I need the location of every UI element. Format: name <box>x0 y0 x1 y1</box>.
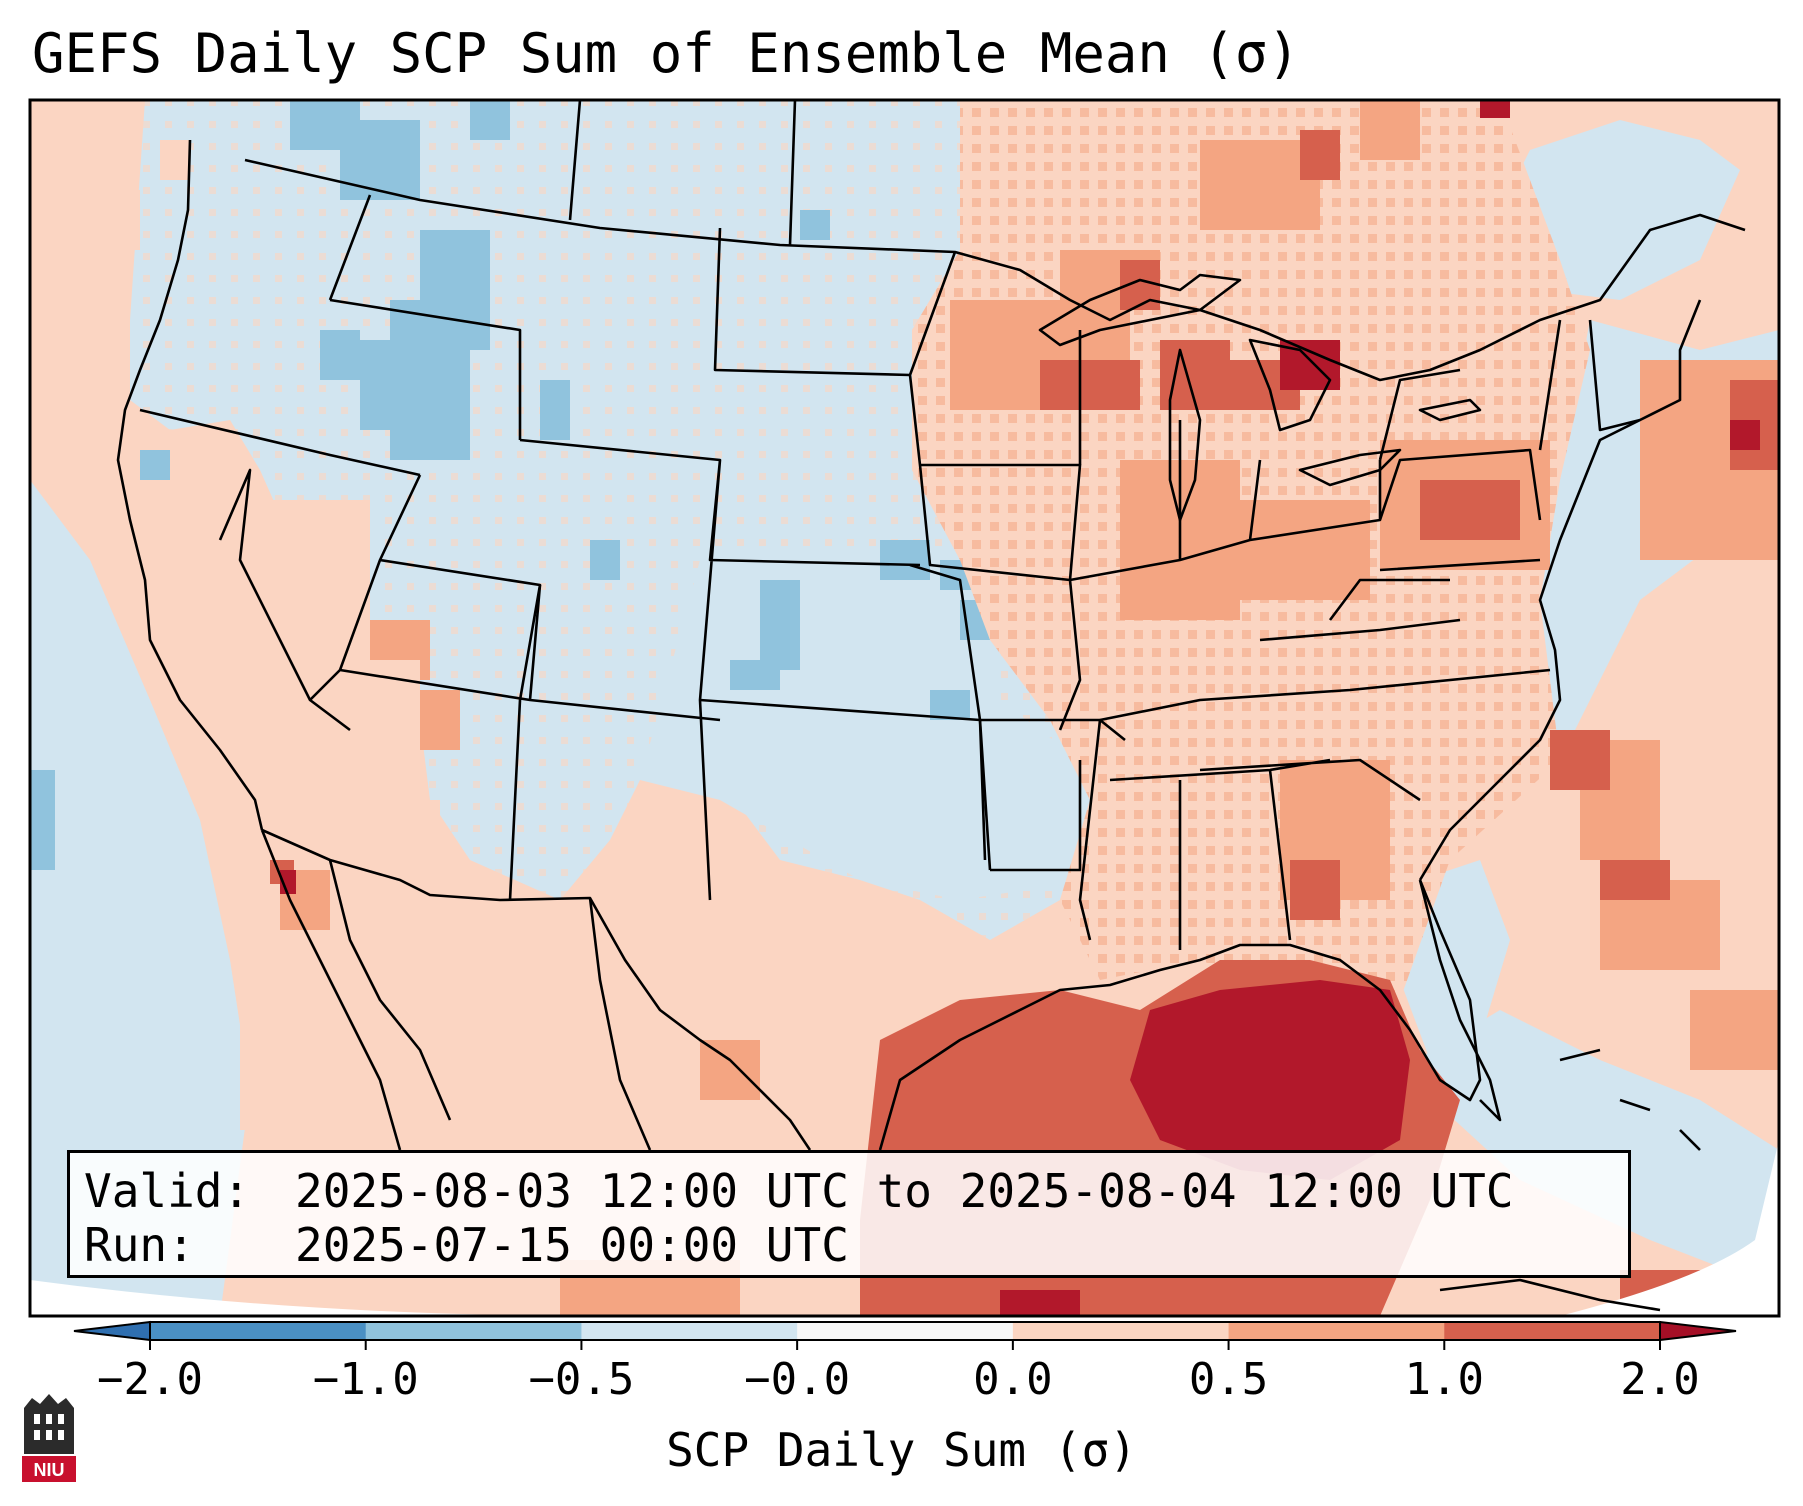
colorbar-tick-label: −1.0 <box>313 1354 419 1405</box>
gulf-coast <box>878 879 1482 1151</box>
projection-edge-right <box>1560 1140 1779 1316</box>
colorbar-segment <box>1444 1322 1661 1340</box>
colorbar-tick-label: 0.0 <box>973 1354 1052 1405</box>
region-pacific-blue <box>30 480 250 1316</box>
east-coast <box>1418 299 1702 881</box>
mexico-coast <box>260 829 652 1151</box>
colorbar-tick-label: −2.0 <box>97 1354 203 1405</box>
west-coast <box>116 139 264 831</box>
state-lines-south <box>1078 668 1551 950</box>
bahamas <box>1559 1048 1701 1151</box>
logo-banner <box>22 1456 76 1482</box>
lake-superior <box>1038 273 1242 347</box>
run-row: Run: 2025-07-15 00:00 UTC <box>84 1219 849 1271</box>
colorbar-tick-label: 1.0 <box>1405 1354 1484 1405</box>
colorbar-label: SCP Daily Sum (σ) <box>666 1423 1137 1477</box>
mexico-border <box>261 828 812 1151</box>
colorbar-segment <box>1228 1322 1445 1340</box>
chart-title: GEFS Daily SCP Sum of Ensemble Mean (σ) <box>32 22 1300 85</box>
valid-value: 2025-08-03 12:00 UTC to 2025-08-04 12:00… <box>295 1164 1514 1218</box>
colorbar-tick-label: −0.5 <box>528 1354 634 1405</box>
logo-text: NIU <box>34 1460 65 1480</box>
colorbar-tick-label: 0.5 <box>1189 1354 1268 1405</box>
canada-border <box>244 158 1746 382</box>
run-label: Run: <box>84 1218 195 1272</box>
strong-negative-patches <box>30 100 1050 870</box>
projection-edge <box>30 1280 600 1316</box>
colorbar-tick-label: −0.0 <box>744 1354 850 1405</box>
colorbar-segment <box>365 1322 582 1340</box>
colorbar-tick-label: 2.0 <box>1620 1354 1699 1405</box>
niu-logo: NIU <box>22 1394 76 1482</box>
valid-label: Valid: <box>84 1164 251 1218</box>
logo-windows <box>34 1414 64 1440</box>
scp-field <box>30 100 1779 1316</box>
state-lines-midwest <box>1069 330 1542 642</box>
valid-row: Valid: 2025-08-03 12:00 UTC to 2025-08-04… <box>84 1165 1514 1217</box>
state-lines-rockies <box>508 99 987 901</box>
run-value: 2025-07-15 00:00 UTC <box>295 1218 849 1272</box>
cuba <box>1439 1278 1661 1312</box>
colorbar: −2.0 −1.0 −0.5 −0.0 0.0 0.5 1.0 2.0 <box>73 1320 1737 1405</box>
region-great-plains-negative <box>640 560 1090 900</box>
lake-michigan <box>1168 348 1202 522</box>
state-lines-northeast <box>1378 319 1641 461</box>
colorbar-segment <box>581 1322 798 1340</box>
boundaries <box>116 99 1746 1312</box>
colorbar-border <box>149 1321 1661 1341</box>
colorbar-extend-high <box>1659 1320 1737 1342</box>
lake-ontario <box>1418 398 1482 422</box>
florida <box>1418 879 1502 1122</box>
colorbar-extend-low <box>73 1320 151 1342</box>
info-box: Valid: 2025-08-03 12:00 UTC to 2025-08-04… <box>67 1150 1631 1278</box>
lake-huron <box>1248 338 1332 432</box>
region-gulf-max-positive <box>1130 980 1410 1180</box>
colorbar-segment <box>150 1322 367 1340</box>
west-positive-speckles <box>30 140 870 1130</box>
map-frame <box>28 98 1781 1318</box>
lake-erie <box>1298 448 1402 487</box>
colorbar-segment <box>1012 1322 1230 1340</box>
colorbar-segment <box>797 1322 1014 1340</box>
